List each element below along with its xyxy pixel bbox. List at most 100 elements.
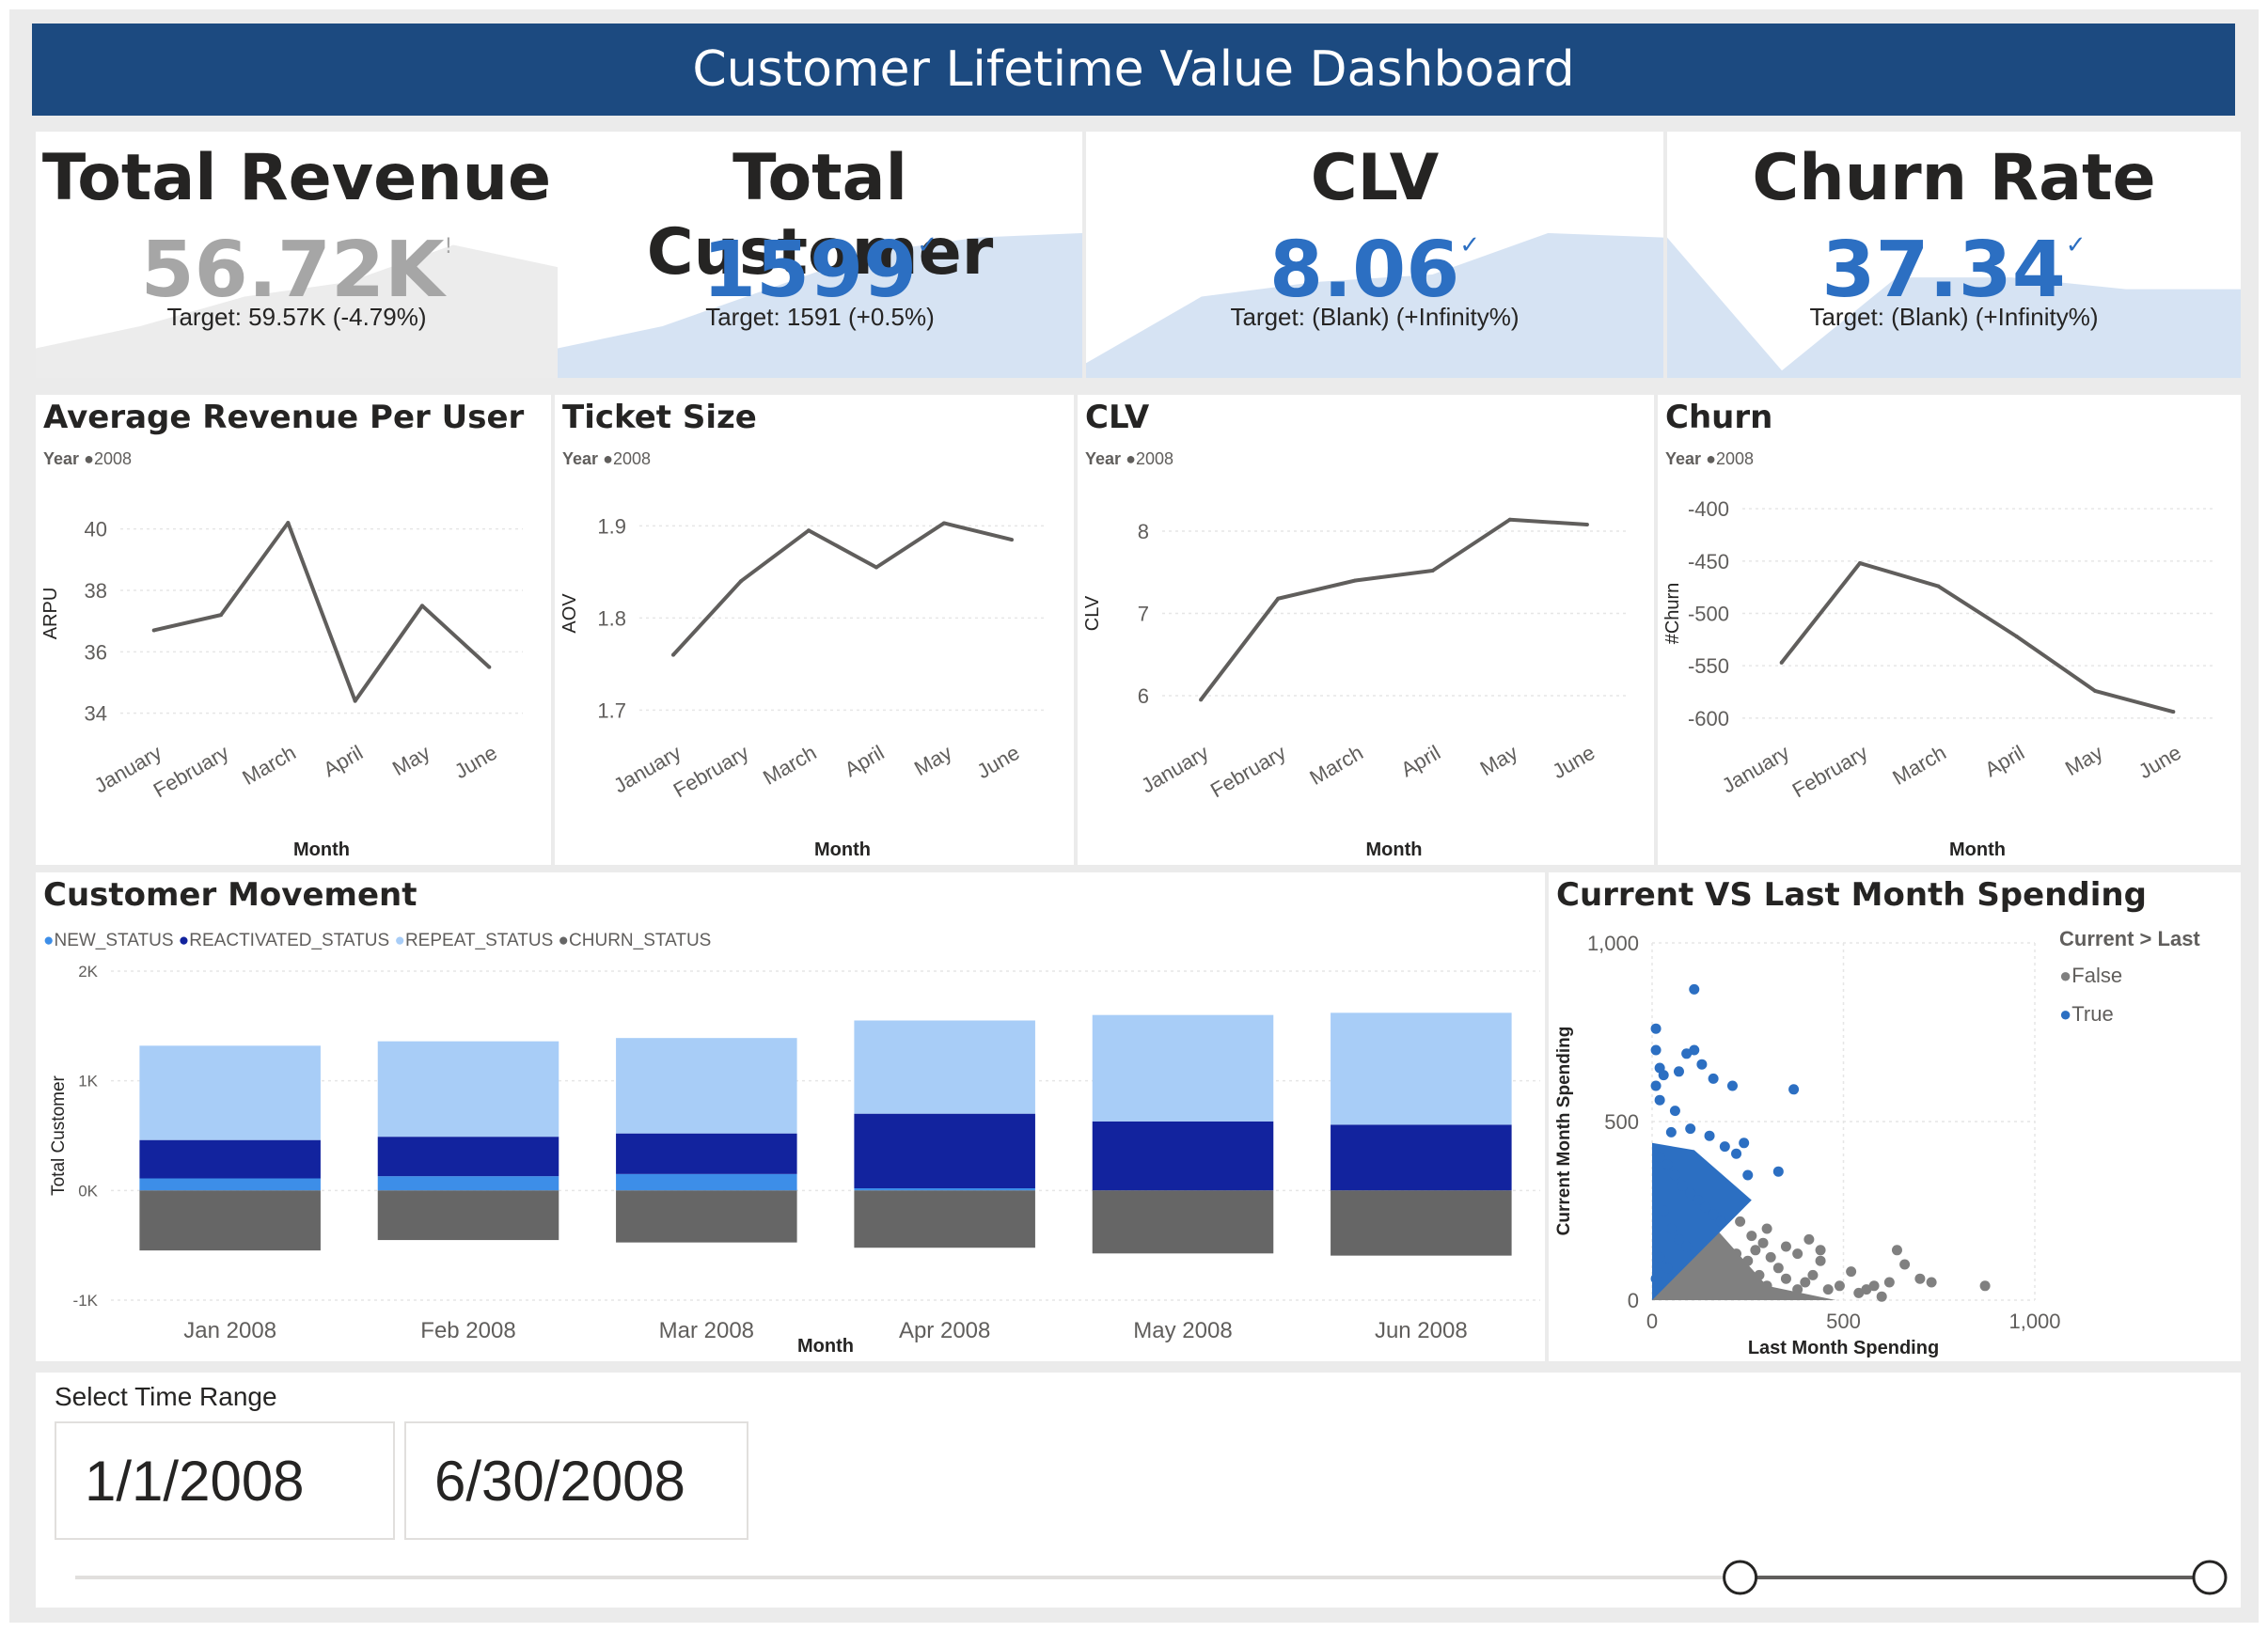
scatter-plot: 0 500 1,000 1,000 500 0 Current Month Spending… bbox=[1554, 932, 2061, 1358]
x-tick-label: March bbox=[1305, 741, 1366, 790]
bar-segment bbox=[616, 1133, 797, 1174]
x-tick-label: January bbox=[1718, 741, 1793, 798]
y-tick-label: 0K bbox=[78, 1182, 98, 1200]
data-point bbox=[1584, 523, 1589, 526]
range-slider[interactable] bbox=[36, 1373, 2241, 1608]
data-point bbox=[1689, 983, 1700, 995]
bar-segment bbox=[377, 1176, 559, 1191]
kpi-target: Target: 1591 (+0.5%) bbox=[705, 303, 935, 331]
start-date-input[interactable]: 1/1/2008 bbox=[55, 1421, 395, 1540]
bar-segment bbox=[1092, 1121, 1274, 1191]
x-tick-label: Mar 2008 bbox=[659, 1318, 754, 1343]
checkmark-icon: ✓ bbox=[2065, 231, 2087, 259]
data-point bbox=[1665, 1126, 1677, 1138]
data-point bbox=[1899, 1259, 1911, 1270]
chart-title: Churn bbox=[1665, 399, 1773, 436]
y-tick-label: 1K bbox=[78, 1073, 98, 1091]
data-point bbox=[1669, 1106, 1680, 1117]
legend-dot-icon: ● bbox=[43, 931, 55, 950]
kpi-value-text: 56.72K bbox=[140, 226, 445, 315]
y-tick-label: 500 bbox=[1604, 1110, 1639, 1134]
spending-scatter-chart[interactable]: Current VS Last Month Spending 0 500 1,000… bbox=[1549, 872, 2241, 1361]
y-tick-label: 40 bbox=[85, 518, 107, 541]
data-point bbox=[1654, 1251, 1665, 1263]
data-point bbox=[1708, 1073, 1719, 1084]
line-chart-arpu[interactable]: Average Revenue Per User Year ●2008 40 38… bbox=[36, 395, 551, 865]
y-tick-label: 2K bbox=[78, 963, 98, 981]
kpi-target: Target: 59.57K (-4.79%) bbox=[166, 303, 427, 331]
x-tick-label: June bbox=[450, 741, 501, 784]
bar-segment bbox=[139, 1045, 321, 1140]
y-tick-label: -600 bbox=[1688, 707, 1729, 730]
series-line bbox=[1780, 561, 2174, 714]
series-line bbox=[671, 521, 1013, 656]
data-point bbox=[1700, 1201, 1711, 1213]
kpi-card-total-customer[interactable]: Total Customer 1599✓ Target: 1591 (+0.5%… bbox=[558, 132, 1082, 378]
bar-segment bbox=[854, 1113, 1035, 1188]
legend-series: 2008 bbox=[93, 449, 132, 468]
scatter-cloud-true bbox=[1652, 1142, 1752, 1300]
data-point bbox=[1765, 1251, 1776, 1263]
legend-label: Year bbox=[562, 449, 599, 468]
y-axis-label: Total Customer bbox=[49, 1075, 69, 1195]
y-tick-label: -1K bbox=[73, 1292, 99, 1310]
legend-label: Year bbox=[43, 449, 80, 468]
scatter-cloud-false bbox=[1652, 1157, 1836, 1300]
legend-item-true[interactable]: ●True bbox=[2059, 1002, 2114, 1027]
data-point bbox=[1735, 1216, 1746, 1227]
data-point bbox=[1742, 1169, 1754, 1181]
data-point bbox=[1834, 1280, 1845, 1292]
data-point bbox=[1883, 1277, 1895, 1288]
date-slicer[interactable]: Select Time Range 1/1/2008 6/30/2008 bbox=[36, 1373, 2241, 1608]
legend-series: 2008 bbox=[1135, 449, 1173, 468]
kpi-title: Total Customer bbox=[646, 141, 994, 290]
customer-movement-chart[interactable]: Customer Movement ●NEW_STATUS ●REACTIVAT… bbox=[36, 872, 1545, 1361]
data-point bbox=[1772, 1263, 1784, 1274]
kpi-card-churn-rate[interactable]: Churn Rate 37.34✓ Target: (Blank) (+Infi… bbox=[1667, 132, 2241, 378]
legend-item-false[interactable]: ●False bbox=[2059, 964, 2122, 988]
legend-dot-icon: ● bbox=[2059, 964, 2072, 987]
legend-item: CHURN_STATUS bbox=[569, 931, 712, 950]
data-point bbox=[1858, 561, 1862, 566]
data-point bbox=[1669, 1169, 1680, 1181]
x-axis-label: Month bbox=[814, 840, 871, 860]
data-point bbox=[1650, 1044, 1662, 1056]
data-point bbox=[1936, 584, 1941, 588]
data-point bbox=[1803, 1233, 1815, 1245]
chart-title: CLV bbox=[1085, 399, 1150, 436]
data-point bbox=[1199, 698, 1204, 702]
data-point bbox=[1788, 1084, 1800, 1095]
legend-label: Year bbox=[1085, 449, 1122, 468]
x-tick-label: April bbox=[841, 741, 889, 782]
y-axis-label: CLV bbox=[1082, 595, 1103, 631]
end-date-input[interactable]: 6/30/2008 bbox=[404, 1421, 748, 1540]
data-point bbox=[1708, 1209, 1719, 1220]
slider-start-handle bbox=[1723, 1560, 1758, 1595]
data-point bbox=[1726, 1080, 1738, 1091]
bar-segment bbox=[139, 1139, 321, 1179]
line-chart-clv[interactable]: CLV Year ●2008 8 7 6 January February March Ap… bbox=[1078, 395, 1654, 865]
data-point bbox=[1746, 1231, 1757, 1242]
line-chart-churn[interactable]: Churn Year ●2008 -400 -450 -500 -550 -600 Jan… bbox=[1658, 395, 2241, 865]
kpi-value: 1599✓ bbox=[558, 226, 1082, 315]
kpi-card-total-revenue[interactable]: Total Revenue 56.72K! Target: 59.57K (-4… bbox=[36, 132, 558, 378]
data-point bbox=[942, 521, 946, 526]
kpi-value-text: 1599 bbox=[701, 226, 918, 315]
chart-title: Average Revenue Per User bbox=[43, 399, 525, 436]
data-point bbox=[1807, 1269, 1819, 1280]
kpi-card-clv[interactable]: CLV 8.06✓ Target: (Blank) (+Infinity%) bbox=[1086, 132, 1663, 378]
y-tick-label: -450 bbox=[1688, 550, 1729, 573]
data-point bbox=[807, 528, 811, 533]
data-point bbox=[1822, 1284, 1834, 1295]
bar-segment bbox=[139, 1190, 321, 1251]
line-chart-ticket-size[interactable]: Ticket Size Year ●2008 1.9 1.8 1.7 January F… bbox=[555, 395, 1074, 865]
bar-segment bbox=[1331, 1124, 1512, 1191]
x-axis-label: Month bbox=[293, 840, 350, 860]
data-point bbox=[1754, 1269, 1765, 1280]
legend-item: REACTIVATED_STATUS bbox=[189, 931, 390, 950]
data-point bbox=[2093, 688, 2097, 693]
kpi-value-text: 37.34 bbox=[1821, 226, 2066, 315]
data-point bbox=[1665, 1223, 1677, 1234]
